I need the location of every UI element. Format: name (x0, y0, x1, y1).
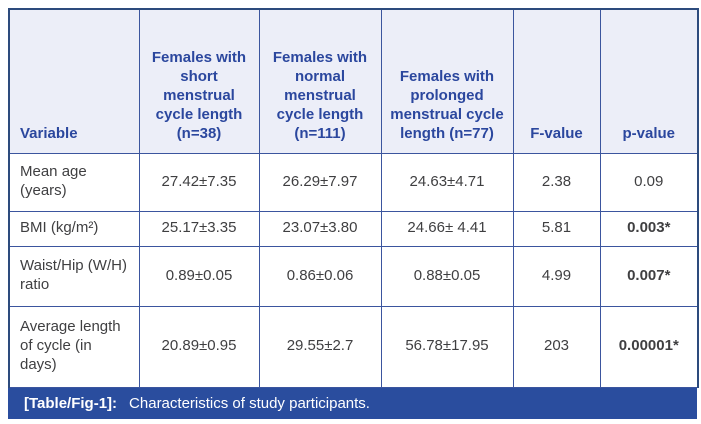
value-normal: 0.86±0.06 (258, 245, 382, 307)
table-row-bmi: BMI (kg/m²) 25.17±3.35 23.07±3.80 24.66±… (8, 210, 699, 247)
value-p: 0.00001* (599, 305, 699, 388)
table-row-cycle-length: Average length of cycle (in days) 20.89±… (8, 305, 699, 388)
value-f: 203 (512, 305, 601, 388)
column-header-short-cycle: Females with short menstrual cycle lengt… (138, 8, 260, 154)
value-p: 0.003* (599, 210, 699, 247)
row-label: Mean age (years) (8, 152, 140, 212)
value-p: 0.007* (599, 245, 699, 307)
row-label: Waist/Hip (W/H) ratio (8, 245, 140, 307)
column-header-normal-cycle: Females with normal menstrual cycle leng… (258, 8, 382, 154)
row-label: Average length of cycle (in days) (8, 305, 140, 388)
value-prolonged: 56.78±17.95 (380, 305, 514, 388)
value-normal: 29.55±2.7 (258, 305, 382, 388)
table-row-waist-hip: Waist/Hip (W/H) ratio 0.89±0.05 0.86±0.0… (8, 245, 699, 307)
value-f: 2.38 (512, 152, 601, 212)
value-f: 4.99 (512, 245, 601, 307)
value-prolonged: 24.66± 4.41 (380, 210, 514, 247)
table-row-mean-age: Mean age (years) 27.42±7.35 26.29±7.97 2… (8, 152, 699, 212)
value-short: 25.17±3.35 (138, 210, 260, 247)
row-label: BMI (kg/m²) (8, 210, 140, 247)
value-short: 27.42±7.35 (138, 152, 260, 212)
value-normal: 26.29±7.97 (258, 152, 382, 212)
value-short: 20.89±0.95 (138, 305, 260, 388)
value-short: 0.89±0.05 (138, 245, 260, 307)
value-p: 0.09 (599, 152, 699, 212)
column-header-prolonged-cycle: Females with prolonged menstrual cycle l… (380, 8, 514, 154)
value-f: 5.81 (512, 210, 601, 247)
column-header-p-value: p-value (599, 8, 699, 154)
value-prolonged: 24.63±4.71 (380, 152, 514, 212)
caption-label: [Table/Fig-1]: (24, 394, 118, 412)
value-prolonged: 0.88±0.05 (380, 245, 514, 307)
table-header-row: Variable Females with short menstrual cy… (8, 8, 699, 154)
caption-text: Characteristics of study participants. (129, 394, 370, 412)
participants-table: Variable Females with short menstrual cy… (8, 8, 699, 388)
column-header-variable: Variable (8, 8, 140, 154)
table-caption: [Table/Fig-1]: Characteristics of study … (8, 387, 697, 419)
value-normal: 23.07±3.80 (258, 210, 382, 247)
column-header-f-value: F-value (512, 8, 601, 154)
